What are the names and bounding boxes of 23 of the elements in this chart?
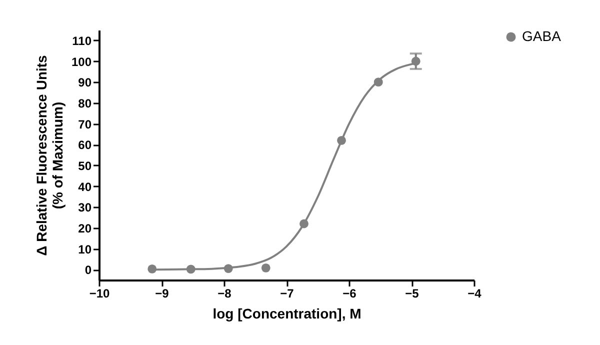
x-tick-label: −4 (468, 286, 482, 300)
y-tick-label: 90 (78, 76, 92, 90)
y-axis-title: Δ Relative Fluorescence Units (% of Maximum) (33, 54, 66, 256)
x-tick-label: −8 (218, 286, 232, 300)
y-tick-label: 30 (78, 200, 92, 215)
y-tick-label: 70 (78, 117, 92, 132)
x-tick-label: −10 (89, 286, 110, 300)
y-tick-label: 40 (78, 180, 92, 194)
x-tick-label: −7 (280, 286, 294, 300)
x-axis-title: log [Concentration], M (212, 306, 362, 322)
y-tick-label: 80 (78, 96, 92, 110)
y-tick-label: 20 (78, 221, 92, 236)
y-tick-label: 110 (72, 34, 92, 48)
y-tick-label: 0 (84, 263, 92, 278)
y-tick-label: 10 (78, 242, 92, 256)
x-tick-label: −9 (155, 286, 170, 300)
x-tick-label: −5 (405, 286, 420, 300)
point (261, 263, 270, 272)
y-tick-label: 100 (71, 54, 92, 69)
y-tick-label: 60 (78, 138, 92, 152)
legend-label: GABA (522, 28, 562, 44)
x-tick-label: −6 (342, 286, 357, 300)
y-tick-label: 50 (78, 158, 92, 173)
